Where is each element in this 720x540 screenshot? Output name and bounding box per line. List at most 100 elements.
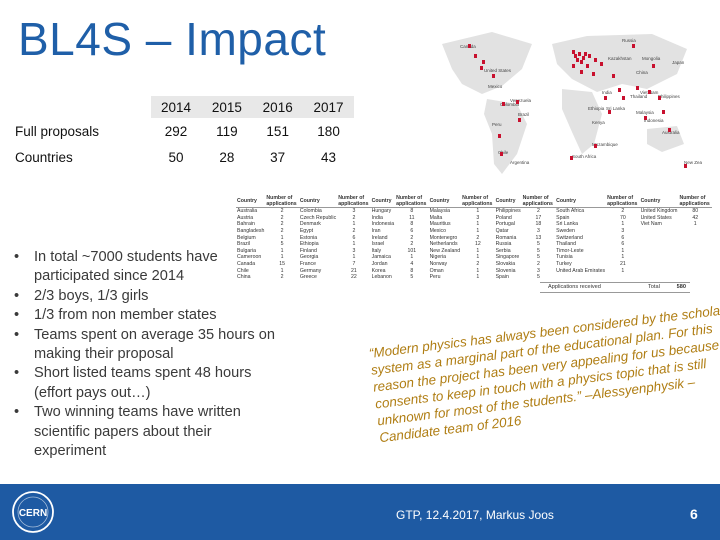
table-cell xyxy=(640,274,679,281)
table-cell: 1 xyxy=(476,267,480,274)
table-cell: 42 xyxy=(692,214,699,221)
map-pin-icon[interactable] xyxy=(600,62,603,66)
map-pin-icon[interactable] xyxy=(480,66,483,70)
stats-row-countries: Countries 50 28 37 43 xyxy=(14,144,354,170)
table-row: Cameroon 1 Georgia 1 Jamaica 1 Nigeria 1 Singapo… xyxy=(236,254,712,261)
map-pin-icon[interactable] xyxy=(594,144,597,148)
stats-cell: 28 xyxy=(219,149,235,165)
table-row: Australia 2 Colombia 3 Hungary 8 Malaysia 1 Phil… xyxy=(236,208,712,215)
map-pin-icon[interactable] xyxy=(574,54,577,58)
table-cell: 21 xyxy=(619,260,626,267)
map-pin-icon[interactable] xyxy=(592,72,595,76)
table-cell: Iran xyxy=(371,227,381,234)
stats-header-blank xyxy=(14,96,151,118)
table-cell: 1 xyxy=(621,254,625,261)
table-cell xyxy=(640,228,679,235)
map-country-label: Chile xyxy=(498,150,509,155)
table-cell: United Arab Emirates xyxy=(556,267,606,274)
map-pin-icon[interactable] xyxy=(584,52,587,56)
map-pin-icon[interactable] xyxy=(588,54,591,58)
applications-header-cell: Number of applications xyxy=(606,195,640,209)
bullet-line: making their proposal xyxy=(34,346,174,363)
map-pin-icon[interactable] xyxy=(604,96,607,100)
table-cell: South Africa xyxy=(556,208,585,215)
table-row: Chile 1 Germany 21 Korea 8 Oman 1 Slovenia 3 Unite… xyxy=(236,268,712,275)
map-pin-icon[interactable] xyxy=(582,56,585,60)
table-cell: Germany xyxy=(299,267,322,274)
applications-total-row: Applications received Total 580 xyxy=(540,282,690,293)
map-pin-icon[interactable] xyxy=(502,102,505,106)
map-pin-icon[interactable] xyxy=(492,74,495,78)
stats-row-label: Countries xyxy=(15,149,73,165)
map-pin-icon[interactable] xyxy=(474,54,477,58)
map-pin-icon[interactable] xyxy=(482,60,485,64)
applications-header-row: Country Number of applications Country Numb… xyxy=(236,195,712,209)
stats-col-2017: 2017 xyxy=(313,99,344,115)
map-pin-icon[interactable] xyxy=(612,74,615,78)
table-cell: 6 xyxy=(621,234,625,241)
map-pin-icon[interactable] xyxy=(658,96,661,100)
map-pin-icon[interactable] xyxy=(644,116,647,120)
table-cell xyxy=(640,241,679,248)
table-cell: 1 xyxy=(476,254,480,261)
applications-header-cell: Number of applications xyxy=(265,195,299,209)
applications-header-cell: Number of applications xyxy=(678,195,712,209)
map-pin-icon[interactable] xyxy=(684,164,687,168)
cern-logo-text: CERN xyxy=(19,508,47,519)
map-country-label: Philippines xyxy=(658,94,681,99)
map-pin-icon[interactable] xyxy=(468,44,471,48)
map-pin-icon[interactable] xyxy=(586,64,589,68)
table-cell: 1 xyxy=(621,247,625,254)
table-cell: Chile xyxy=(237,267,249,274)
map-pin-icon[interactable] xyxy=(516,100,519,104)
table-cell: 2 xyxy=(352,214,356,221)
map-country-label: Venezuela xyxy=(510,98,532,103)
map-pin-icon[interactable] xyxy=(570,156,573,160)
map-country-label: Kenya xyxy=(592,120,605,125)
stats-cell: 119 xyxy=(216,123,238,139)
table-cell: Canada xyxy=(237,260,256,267)
table-cell: 3 xyxy=(621,227,625,234)
map-country-label: India xyxy=(602,90,612,95)
table-cell: Greece xyxy=(299,274,317,281)
map-pin-icon[interactable] xyxy=(608,110,611,114)
table-cell xyxy=(678,274,712,281)
table-cell: Jordan xyxy=(371,260,388,267)
applications-header-cell: Number of applications xyxy=(337,195,371,209)
map-pin-icon[interactable] xyxy=(668,128,671,132)
map-pin-icon[interactable] xyxy=(580,60,583,64)
map-country-label: United States xyxy=(484,68,512,73)
map-pin-icon[interactable] xyxy=(648,90,651,94)
map-pin-icon[interactable] xyxy=(578,52,581,56)
map-pin-icon[interactable] xyxy=(572,50,575,54)
map-pin-icon[interactable] xyxy=(594,58,597,62)
map-country-label: Sri Lanka xyxy=(606,106,626,111)
applications-header-cell: Country xyxy=(428,196,462,209)
table-row: Bulgaria 1 Finland 3 Italy 101 New Zealand 1 Ser… xyxy=(236,248,712,255)
map-pin-icon[interactable] xyxy=(500,152,503,156)
map-pin-icon[interactable] xyxy=(632,44,635,48)
map-pin-icon[interactable] xyxy=(636,86,639,90)
map-pin-icon[interactable] xyxy=(622,96,625,100)
map-country-label: Indonesia xyxy=(644,118,664,123)
table-cell: 17 xyxy=(535,214,542,221)
bullet-line: 2/3 boys, 1/3 girls xyxy=(34,287,149,304)
map-pin-icon[interactable] xyxy=(572,64,575,68)
table-cell: Mauritius xyxy=(429,221,451,228)
table-cell: 1 xyxy=(280,247,284,254)
applications-header-cell: Country xyxy=(298,196,338,209)
page-number: 6 xyxy=(690,506,698,522)
map-pin-icon[interactable] xyxy=(652,64,655,68)
map-pin-icon[interactable] xyxy=(576,58,579,62)
map-pin-icon[interactable] xyxy=(518,118,521,122)
table-cell: Peru xyxy=(429,274,441,281)
map-pin-icon[interactable] xyxy=(618,88,621,92)
map-pin-icon[interactable] xyxy=(662,110,665,114)
bullet-dot-icon: • xyxy=(14,326,20,343)
map-pin-icon[interactable] xyxy=(580,70,583,74)
bullet-line: participated since 2014 xyxy=(34,268,185,285)
applications-header-cell: Number of applications xyxy=(395,195,429,209)
bullet-dot-icon: • xyxy=(14,404,20,421)
bullet-line: In total ~7000 students have xyxy=(34,249,218,265)
map-pin-icon[interactable] xyxy=(498,134,501,138)
